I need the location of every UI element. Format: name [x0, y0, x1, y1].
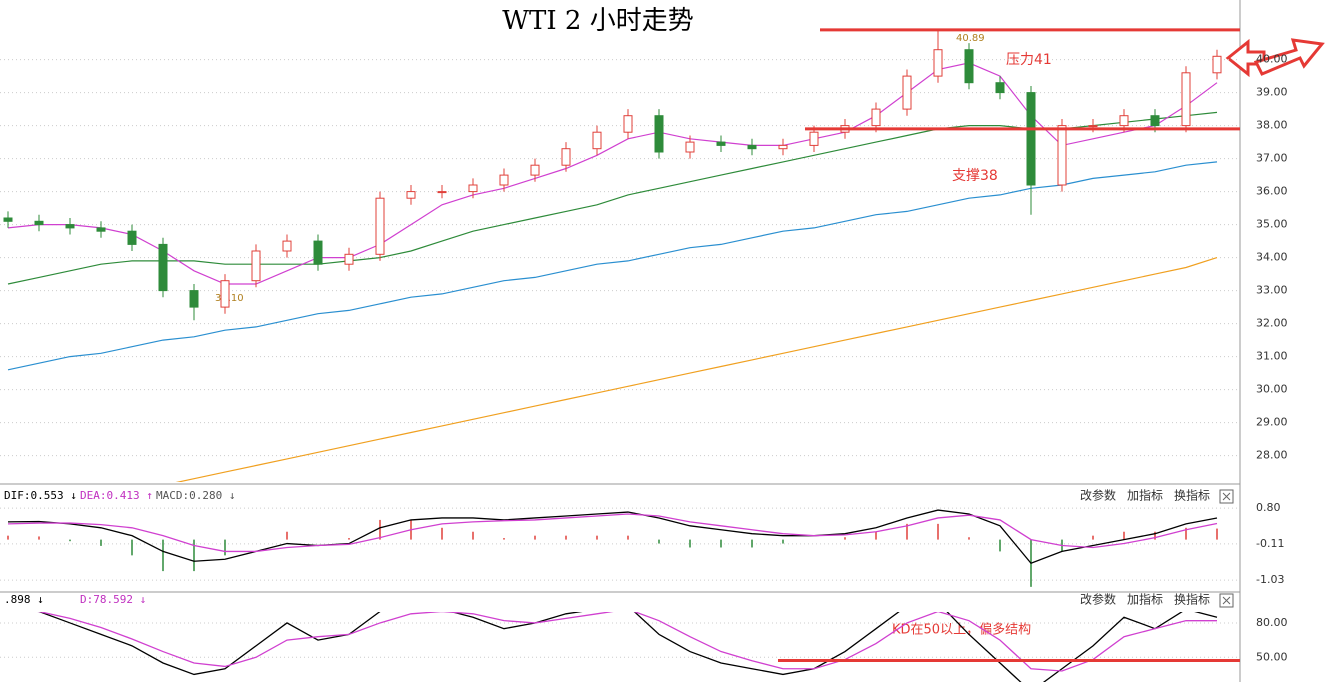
- toolbar-button: 加指标: [1127, 592, 1163, 607]
- candle-body: [34, 220, 44, 226]
- line: [38, 612, 1218, 682]
- candle-body: [902, 75, 912, 110]
- candle-body: [995, 82, 1005, 94]
- legend-label: DIF:0.553 ↓: [4, 489, 77, 502]
- line: [7, 111, 1218, 285]
- toolbar-button: 换指标: [1174, 592, 1210, 607]
- y-tick-label: 37.00: [1256, 152, 1288, 165]
- candle-body: [716, 141, 726, 146]
- candle-body: [561, 148, 571, 166]
- candle-body: [871, 108, 881, 127]
- legend-label: DEA:0.413 ↑: [80, 489, 153, 502]
- chart-title: WTI 2 小时走势: [502, 6, 693, 36]
- candle-body: [344, 253, 354, 265]
- candle-body: [3, 217, 13, 222]
- y-tick-label: 38.00: [1256, 119, 1288, 132]
- y-tick-label: 0.80: [1256, 501, 1281, 514]
- y-tick-label: 39.00: [1256, 86, 1288, 99]
- candle-body: [1057, 125, 1067, 186]
- y-tick-label: 28.00: [1256, 449, 1288, 462]
- y-tick-label: 35.00: [1256, 218, 1288, 231]
- candle-body: [623, 115, 633, 133]
- annotation: 支撑38: [952, 168, 998, 184]
- line: [7, 509, 1218, 565]
- y-tick-label: 36.00: [1256, 185, 1288, 198]
- candle-body: [375, 197, 385, 255]
- y-tick-label: 40.00: [1256, 53, 1288, 66]
- arrow: [1253, 38, 1325, 76]
- line: [175, 257, 1218, 482]
- toolbar-button: 改参数: [1080, 488, 1116, 503]
- candle-body: [437, 191, 447, 194]
- candle-body: [468, 184, 478, 193]
- candle-body: [964, 49, 974, 84]
- candle-body: [220, 280, 230, 308]
- legend-label: MACD:0.280 ↓: [156, 489, 235, 502]
- y-tick-label: 31.00: [1256, 350, 1288, 363]
- candle-body: [1088, 125, 1098, 128]
- legend-label: .898 ↓: [4, 593, 44, 606]
- candle-body: [685, 141, 695, 153]
- candle-body: [499, 174, 509, 186]
- candle-body: [933, 49, 943, 77]
- candle-body: [778, 144, 788, 150]
- candle-body: [530, 164, 540, 176]
- y-tick-label: 29.00: [1256, 416, 1288, 429]
- high-label: 40.89: [956, 33, 985, 44]
- line: [7, 62, 1218, 285]
- candle-body: [809, 131, 819, 146]
- y-tick-label: 50.00: [1256, 650, 1288, 663]
- plot-area: [0, 507, 1240, 587]
- candle-body: [189, 290, 199, 308]
- candle-body: [1181, 72, 1191, 127]
- line: [7, 161, 1218, 371]
- candle-body: [1026, 92, 1036, 186]
- legend-label: D:78.592 ↓: [80, 593, 146, 606]
- arrow: [1225, 38, 1266, 78]
- line: [7, 513, 1218, 553]
- y-tick-label: 30.00: [1256, 383, 1288, 396]
- candle-body: [282, 240, 292, 252]
- candle-body: [406, 191, 416, 199]
- line: [36, 612, 1217, 672]
- close-icon: [1222, 492, 1231, 501]
- candle-body: [1212, 55, 1222, 74]
- plot-area: [0, 612, 1240, 682]
- annotation: KD在50以上，偏多结构: [892, 622, 1031, 638]
- candle-body: [592, 131, 602, 150]
- y-tick-label: 34.00: [1256, 251, 1288, 264]
- close-icon: [1222, 596, 1231, 605]
- candle-body: [313, 240, 323, 265]
- y-tick-label: 32.00: [1256, 317, 1288, 330]
- candle-body: [158, 243, 168, 292]
- y-tick-label: 80.00: [1256, 616, 1288, 629]
- candle-body: [1119, 115, 1129, 127]
- y-tick-label: -1.03: [1256, 573, 1284, 586]
- toolbar-button: 改参数: [1080, 592, 1116, 607]
- y-tick-label: -0.11: [1256, 537, 1284, 550]
- y-tick-label: 33.00: [1256, 284, 1288, 297]
- candle-body: [654, 115, 664, 153]
- toolbar-button: 加指标: [1127, 488, 1163, 503]
- plot-area: [0, 30, 1240, 482]
- candle-body: [747, 144, 757, 150]
- candle-body: [127, 230, 137, 245]
- candle-body: [65, 224, 75, 229]
- candle-body: [1150, 115, 1160, 127]
- toolbar-button: 换指标: [1174, 488, 1210, 503]
- candle-body: [96, 227, 106, 232]
- candle-body: [251, 250, 261, 282]
